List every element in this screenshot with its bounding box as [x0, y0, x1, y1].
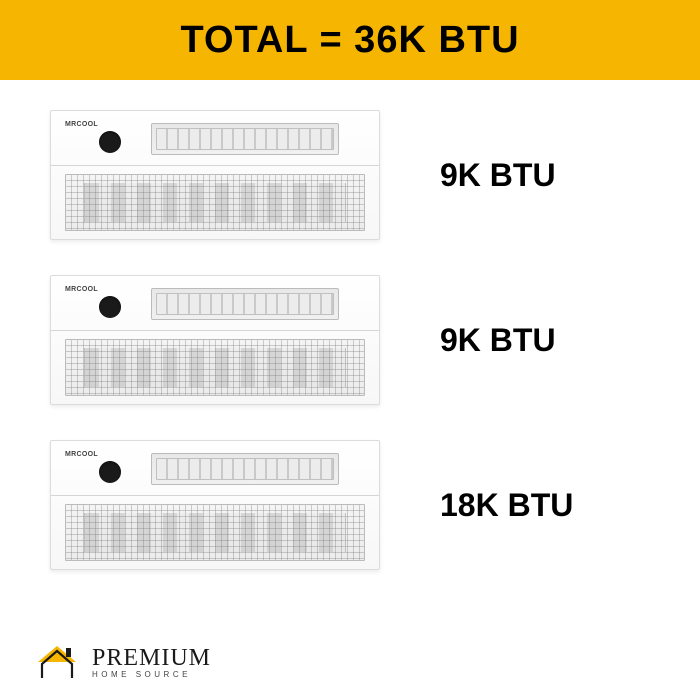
unit-brand: MRCOOL: [65, 121, 98, 128]
unit-top-panel: MRCOOL: [51, 276, 379, 331]
ac-unit: MRCOOL: [50, 110, 380, 240]
top-vent: [151, 288, 339, 320]
unit-grille: [65, 339, 365, 396]
ir-sensor-icon: [99, 131, 121, 153]
unit-grille: [65, 174, 365, 231]
logo-sub-text: HOME SOURCE: [92, 671, 211, 679]
unit-brand: MRCOOL: [65, 286, 98, 293]
unit-row: MRCOOL 9K BTU: [50, 110, 650, 240]
btu-label: 18K BTU: [440, 487, 573, 524]
unit-bottom-panel: [51, 166, 379, 239]
total-banner: TOTAL = 36K BTU: [0, 0, 700, 80]
logo-main-text: PREMIUM: [92, 646, 211, 670]
ir-sensor-icon: [99, 296, 121, 318]
btu-label: 9K BTU: [440, 157, 556, 194]
unit-row: MRCOOL 18K BTU: [50, 440, 650, 570]
brand-logo: PREMIUM HOME SOURCE: [30, 642, 211, 682]
units-list: MRCOOL 9K BTU MRCOOL 9K BTU MRCO: [0, 80, 700, 570]
btu-label: 9K BTU: [440, 322, 556, 359]
unit-brand: MRCOOL: [65, 451, 98, 458]
total-banner-text: TOTAL = 36K BTU: [180, 19, 519, 62]
top-vent: [151, 453, 339, 485]
unit-bottom-panel: [51, 496, 379, 569]
top-vent: [151, 123, 339, 155]
unit-top-panel: MRCOOL: [51, 441, 379, 496]
unit-grille: [65, 504, 365, 561]
unit-top-panel: MRCOOL: [51, 111, 379, 166]
ac-unit: MRCOOL: [50, 275, 380, 405]
unit-bottom-panel: [51, 331, 379, 404]
ac-unit: MRCOOL: [50, 440, 380, 570]
ir-sensor-icon: [99, 461, 121, 483]
unit-row: MRCOOL 9K BTU: [50, 275, 650, 405]
house-icon: [30, 642, 84, 682]
logo-text: PREMIUM HOME SOURCE: [92, 646, 211, 679]
